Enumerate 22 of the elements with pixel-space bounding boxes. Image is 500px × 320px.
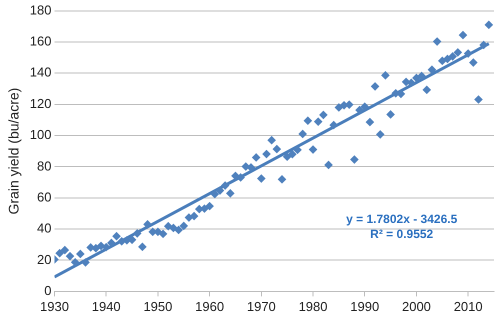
y-tick-label: 20 (37, 252, 52, 267)
x-tick-label: 1970 (246, 298, 276, 314)
x-tick-label: 1960 (195, 298, 224, 314)
y-tick-label: 160 (30, 34, 52, 49)
x-tick-label: 1950 (143, 298, 172, 314)
x-tick-label: 1940 (92, 298, 121, 314)
annotation: R² = 0.9552 (370, 227, 434, 242)
y-tick-label: 0 (44, 282, 52, 298)
y-tick-label: 80 (37, 158, 52, 174)
x-tick-label: 1990 (350, 298, 380, 314)
y-tick-label: 140 (30, 64, 52, 80)
x-tick-label: 1980 (298, 298, 328, 314)
y-tick-label: 40 (37, 220, 52, 236)
y-tick-label: 120 (30, 96, 52, 111)
y-tick-label: 60 (37, 189, 52, 204)
x-tick-label: 2010 (454, 298, 483, 314)
x-tick-label: 1930 (40, 298, 69, 314)
y-axis-title: Grain yield (bu/acre) (5, 88, 22, 215)
x-tick-label: 2000 (402, 298, 431, 314)
annotation: y = 1.7802x - 3426.5 (346, 212, 458, 226)
y-tick-label: 180 (30, 2, 52, 18)
y-tick-label: 100 (30, 127, 52, 142)
